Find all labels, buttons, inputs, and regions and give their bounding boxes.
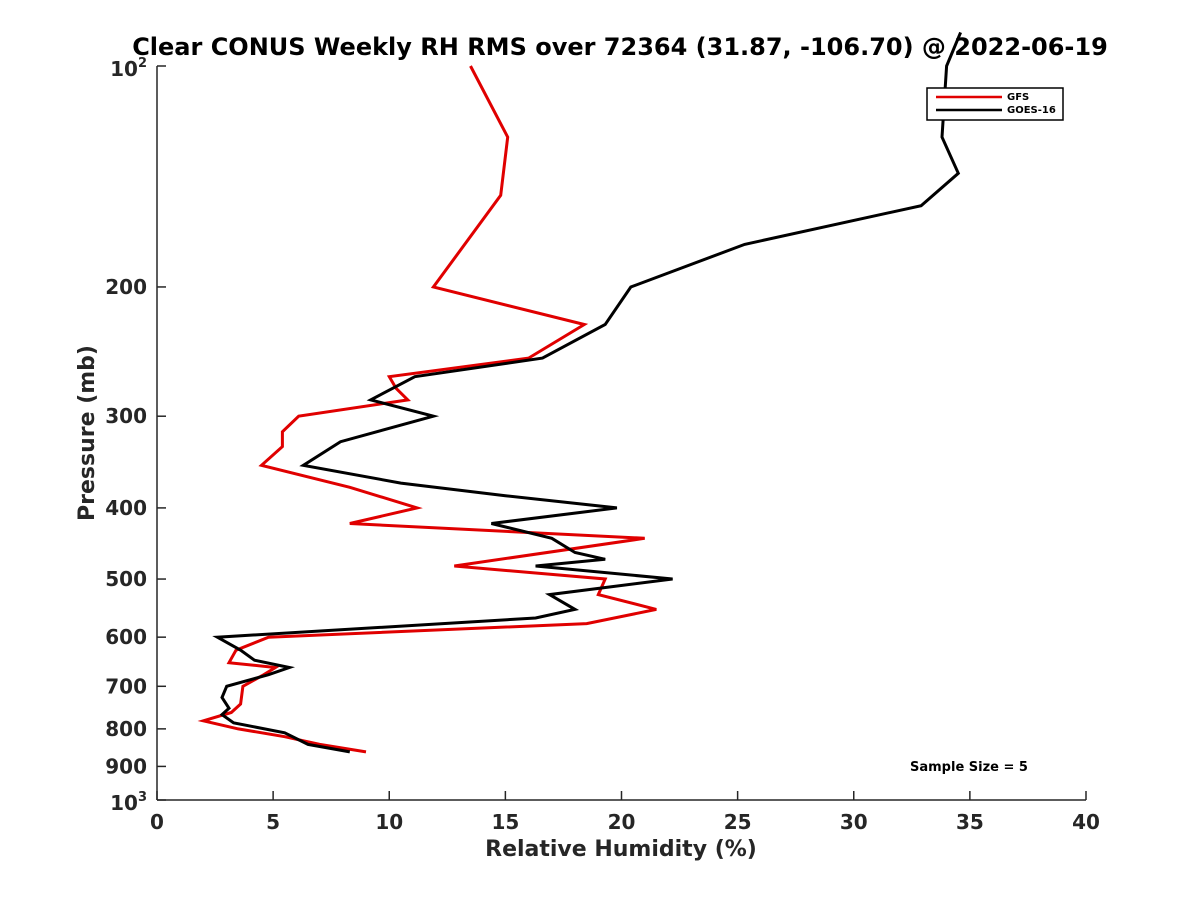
y-tick-label: 600 — [105, 625, 147, 649]
y-tick-label: 700 — [105, 674, 147, 698]
y-tick-label: 200 — [105, 275, 147, 299]
legend-label-goes-16: GOES-16 — [1007, 105, 1056, 116]
x-tick-label: 40 — [1072, 810, 1100, 834]
x-tick-label: 15 — [491, 810, 519, 834]
y-tick-label: 500 — [105, 567, 147, 591]
legend: GFS GOES-16 — [926, 87, 1064, 121]
y-axis-label: Pressure (mb) — [75, 345, 100, 521]
chart-title: Clear CONUS Weekly RH RMS over 72364 (31… — [132, 33, 1108, 61]
axes: 0 5 10 15 20 25 30 35 40 102 200 300 400 500 600 700 800… — [105, 56, 1100, 834]
x-tick-label: 25 — [724, 810, 752, 834]
y-tick-label: 400 — [105, 496, 147, 520]
y-tick-label: 800 — [105, 717, 147, 741]
y-tick-label: 103 — [110, 790, 147, 815]
legend-box — [926, 87, 1064, 121]
series-layer — [197, 31, 962, 754]
y-tick-label: 102 — [110, 56, 147, 81]
sample-size-annotation: Sample Size = 5 — [910, 760, 1028, 775]
y-tick-label: 300 — [105, 404, 147, 428]
x-tick-label: 5 — [266, 810, 280, 834]
x-tick-label: 0 — [150, 810, 164, 834]
x-tick-label: 35 — [956, 810, 984, 834]
x-tick-label: 10 — [375, 810, 403, 834]
x-tick-label: 20 — [608, 810, 636, 834]
series-line-goes-16 — [212, 31, 962, 754]
x-tick-label: 30 — [840, 810, 868, 834]
x-axis-label: Relative Humidity (%) — [485, 837, 757, 862]
legend-label-gfs: GFS — [1007, 92, 1029, 103]
y-tick-label: 900 — [105, 754, 147, 778]
series-line-gfs — [197, 65, 657, 754]
